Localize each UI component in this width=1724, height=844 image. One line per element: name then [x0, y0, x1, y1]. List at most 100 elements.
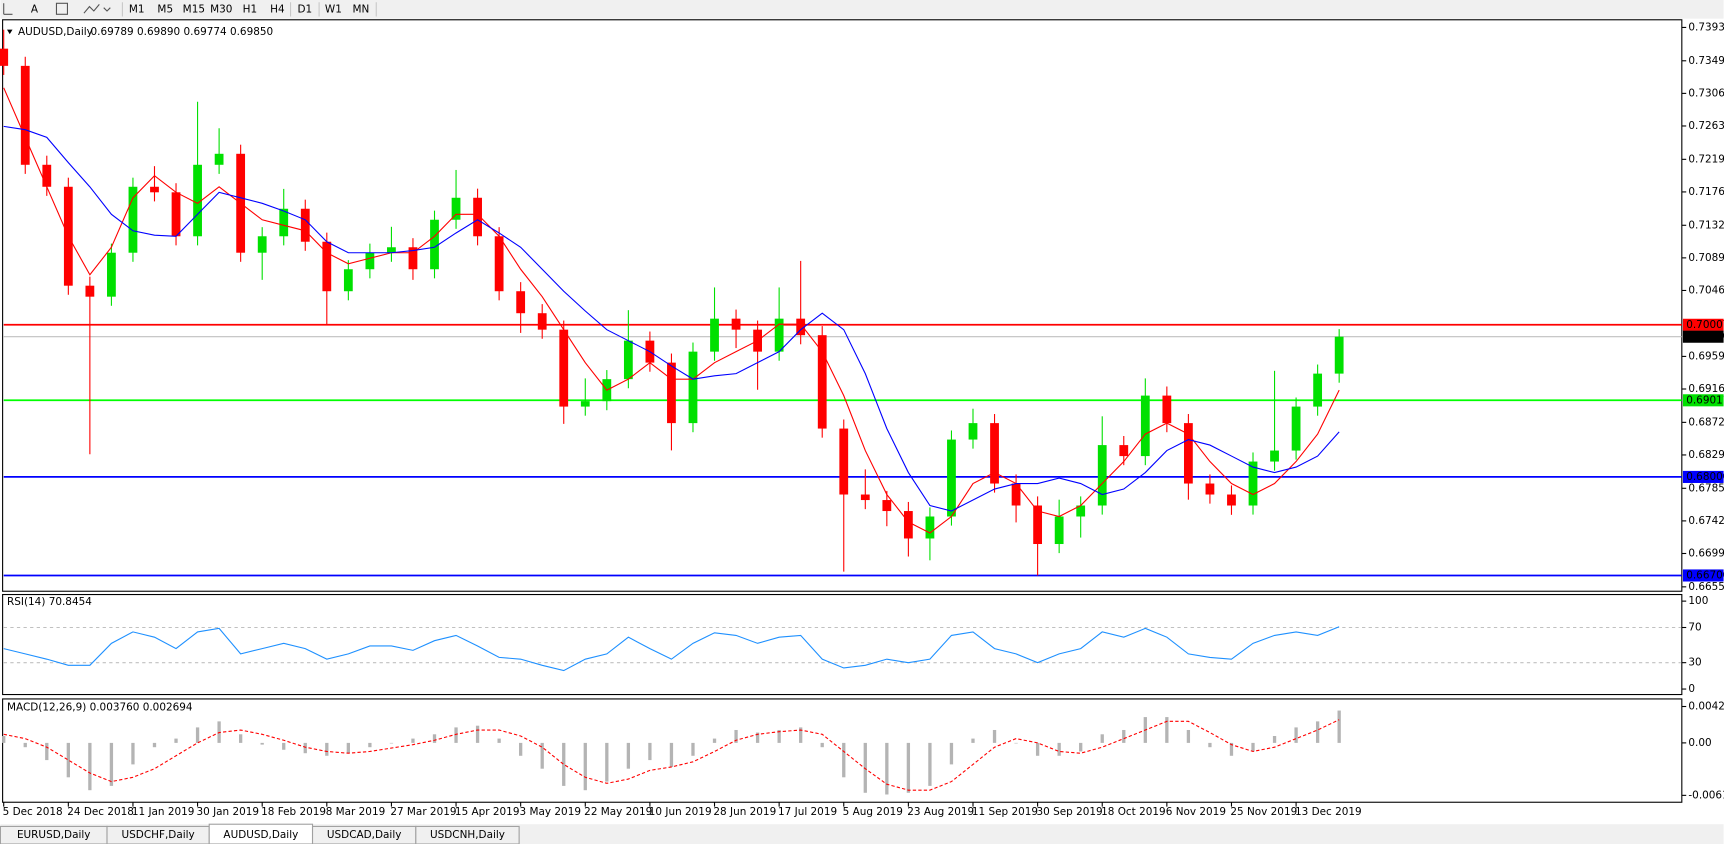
tab-label[interactable]: EURUSD,Daily [17, 829, 91, 841]
macd-bar [432, 734, 437, 743]
candle-body [1162, 395, 1172, 424]
period-button[interactable]: H1 [243, 3, 258, 15]
y-tick-label: 0.71320 [1688, 219, 1724, 231]
macd-bar [820, 742, 824, 748]
macd-bar [1079, 742, 1083, 752]
candle-body [1227, 494, 1236, 506]
y-tick-label: -0.00610 [1688, 789, 1724, 801]
macd-bar [626, 742, 631, 769]
macd-bar [411, 738, 415, 743]
toolbar-icon[interactable] [103, 7, 111, 12]
tab-label[interactable]: USDCNH,Daily [430, 829, 505, 841]
y-tick-label: 30 [1688, 657, 1701, 669]
level-label: 0.69850 [1686, 331, 1724, 343]
candle-body [580, 401, 590, 407]
y-tick-label: 0.00 [1688, 737, 1711, 749]
candle-body [343, 269, 353, 292]
candle-body [1119, 445, 1129, 457]
candle-body [257, 236, 267, 253]
macd-bar [799, 727, 803, 743]
macd-bar [282, 742, 286, 750]
macd-bar [45, 742, 49, 761]
candle-body [408, 247, 418, 270]
x-tick-label: 13 Dec 2019 [1295, 806, 1362, 818]
candle-body [430, 219, 439, 270]
y-tick-label: 0.68290 [1688, 449, 1724, 461]
candle-body [968, 423, 978, 440]
collapse-arrow[interactable] [7, 29, 13, 35]
macd-bar [562, 742, 566, 786]
macd-bar [131, 742, 135, 765]
x-tick-label: 30 Jan 2019 [196, 806, 259, 818]
y-tick-label: 0.71760 [1688, 186, 1724, 198]
period-button[interactable]: M5 [157, 3, 173, 15]
candle-body [882, 500, 892, 512]
moving-average [3, 87, 1340, 534]
rsi-panel [2, 593, 1683, 696]
macd-bar [1315, 721, 1320, 743]
toolbar [0, 0, 1724, 19]
macd-bar [346, 742, 350, 754]
period-button[interactable]: M30 [210, 3, 232, 15]
macd-bar [734, 729, 738, 743]
period-button[interactable]: D1 [297, 3, 312, 15]
toolbar-separator [121, 2, 377, 17]
macd-bar [906, 742, 911, 793]
x-tick-label: 5 Dec 2018 [3, 806, 63, 818]
level-label-box [1682, 394, 1724, 407]
x-tick-label: 22 May 2019 [584, 806, 652, 818]
candle-body [1011, 483, 1021, 506]
period-button[interactable]: H4 [270, 3, 285, 15]
macd-bar [260, 742, 264, 745]
period-button[interactable]: MN [352, 3, 369, 15]
candle-body [214, 153, 224, 165]
candle-body [171, 192, 181, 237]
period-button[interactable]: M1 [129, 3, 145, 15]
macd-bar [174, 738, 178, 743]
candle-body [494, 236, 504, 292]
candle-body [774, 318, 784, 352]
candle-body [796, 318, 806, 336]
period-button[interactable]: W1 [325, 3, 342, 15]
candle-body [300, 208, 310, 242]
macd-bar [239, 734, 243, 743]
level-label-box [1682, 318, 1724, 331]
candle-body [839, 428, 849, 495]
candle-body [1205, 483, 1215, 495]
toolbar-icon[interactable] [3, 3, 13, 15]
y-tick-label: 70 [1688, 622, 1701, 634]
macd-bar [1122, 729, 1126, 743]
candle-body [1291, 406, 1301, 451]
candle-body [128, 186, 138, 253]
candle-body [559, 329, 569, 407]
toolbar-icon[interactable] [83, 4, 100, 14]
macd-bar [1294, 727, 1298, 743]
candle-body [1183, 423, 1193, 484]
macd-bar [1208, 742, 1212, 748]
toolbar-icon[interactable] [55, 2, 69, 15]
macd-bar [1186, 729, 1191, 743]
macd-bar [1057, 742, 1061, 756]
period-button[interactable]: M15 [183, 3, 205, 15]
macd-title: MACD(12,26,9) 0.003760 0.002694 [7, 702, 193, 714]
tab[interactable] [415, 825, 520, 844]
macd-bar [454, 727, 458, 743]
level-label-box [1682, 470, 1724, 483]
macd-bar [195, 727, 200, 743]
candle-body [667, 362, 676, 424]
toolbar-icons [3, 2, 377, 17]
tab-label[interactable]: USDCHF,Daily [122, 829, 195, 841]
y-tick-label: 0.67420 [1688, 515, 1724, 527]
moving-average [3, 125, 1340, 512]
candle-body [1097, 445, 1107, 506]
x-tick-label: 27 Mar 2019 [390, 806, 456, 818]
y-tick-label: 0.73060 [1688, 87, 1724, 99]
candle-body [1270, 450, 1279, 462]
text-tool[interactable]: A [31, 3, 39, 15]
candle-body [1140, 395, 1150, 457]
candle-body [85, 285, 95, 297]
chart-title: AUDUSD,Daily [18, 26, 93, 38]
macd-bar [109, 742, 114, 786]
tab-label[interactable]: USDCAD,Daily [327, 829, 402, 841]
tab-label[interactable]: AUDUSD,Daily [223, 829, 298, 841]
